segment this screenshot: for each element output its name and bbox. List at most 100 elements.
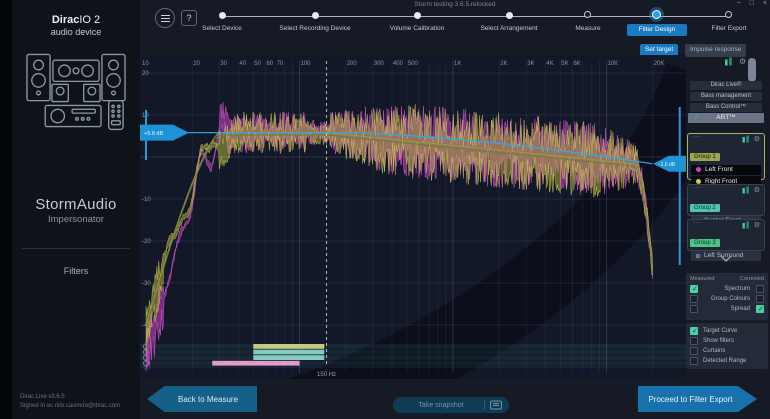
target-left-handle[interactable] xyxy=(140,124,189,141)
checkbox-curtains[interactable] xyxy=(690,347,698,355)
take-snapshot-button[interactable]: Take snapshot xyxy=(393,397,509,413)
app-logo: DiracIO 2 audio device xyxy=(12,14,140,37)
product-bass-control-button[interactable]: Bass Control™ xyxy=(690,103,762,112)
checkbox-spread-corrected[interactable] xyxy=(756,305,764,313)
range-bar[interactable] xyxy=(212,360,300,366)
step-dot xyxy=(724,11,732,18)
checkbox-target-curve[interactable] xyxy=(690,327,698,335)
checkbox-spread-measured[interactable] xyxy=(690,305,698,313)
close-button[interactable]: × xyxy=(762,0,767,7)
checkbox-group-colours-corrected[interactable] xyxy=(756,295,764,303)
legend-row-group-colours: Group Colours xyxy=(686,294,768,304)
option-show-filters: Show filters xyxy=(686,336,768,346)
group-menu-icon[interactable]: ... xyxy=(693,218,702,225)
product-art-button[interactable]: ✓ ART™ xyxy=(688,113,764,123)
svg-text:200: 200 xyxy=(347,61,358,67)
measured-header: Measured xyxy=(690,276,715,282)
expand-groups-chevron-icon[interactable] xyxy=(714,254,738,264)
levels-icon[interactable] xyxy=(742,186,750,194)
checkbox-group-colours-measured[interactable] xyxy=(690,295,698,303)
proceed-to-filter-export-button[interactable]: Proceed to Filter Export xyxy=(638,386,757,412)
svg-text:400: 400 xyxy=(393,61,404,67)
svg-text:500: 500 xyxy=(408,61,419,67)
group-card-2[interactable]: ... ⚙ Group 2 Center Front xyxy=(687,183,765,226)
maximize-button[interactable]: □ xyxy=(749,0,754,7)
svg-text:10: 10 xyxy=(142,61,149,67)
gear-icon[interactable]: ⚙ xyxy=(753,186,760,194)
levels-icon[interactable] xyxy=(724,57,733,66)
sidebar-filters-link[interactable]: Filters xyxy=(63,266,89,276)
svg-text:10K: 10K xyxy=(608,61,619,67)
logo-brand: Dirac xyxy=(51,14,80,26)
minimize-button[interactable]: − xyxy=(736,0,741,7)
hamburger-menu-button[interactable] xyxy=(155,8,175,28)
check-icon: ✓ xyxy=(694,114,700,121)
snapshot-history-icon[interactable] xyxy=(490,400,502,410)
channel-color-dot xyxy=(696,167,701,172)
channel-panel: ⚙ Dirac Live® Bass management Bass Contr… xyxy=(686,55,770,379)
channel-left-surround[interactable]: Left Surround xyxy=(691,250,761,261)
svg-text:5K: 5K xyxy=(561,61,568,67)
sidebar: DiracIO 2 audio device StormAudio Impers… xyxy=(12,0,140,419)
svg-text:100: 100 xyxy=(301,61,312,67)
channel-left-front[interactable]: Left Front xyxy=(691,164,761,175)
svg-text:-20: -20 xyxy=(142,239,151,245)
svg-text:-10: -10 xyxy=(142,197,151,203)
button-divider xyxy=(484,400,485,410)
frequency-response-plot[interactable]: 10 20 30 40 50 60 70 100 200 300 400 500 1K 2K 3K 4K 5K 6… xyxy=(140,55,686,379)
step-dot xyxy=(583,11,591,18)
svg-text:30: 30 xyxy=(220,61,227,67)
gear-icon[interactable]: ⚙ xyxy=(753,221,760,229)
levels-icon[interactable] xyxy=(742,135,750,143)
logo-suffix: IO 2 xyxy=(79,14,101,26)
hamburger-icon xyxy=(160,14,170,22)
app-version: Dirac Live v3.6.5 xyxy=(20,394,65,400)
back-to-measure-button[interactable]: Back to Measure xyxy=(147,386,257,412)
group-menu-icon[interactable]: ... xyxy=(693,132,702,139)
product-bass-management-button[interactable]: Bass management xyxy=(690,92,762,101)
svg-text:1K: 1K xyxy=(454,61,461,67)
product-dirac-live-button[interactable]: Dirac Live® xyxy=(690,81,762,90)
target-right-handle[interactable] xyxy=(653,155,686,172)
step-dot xyxy=(413,12,421,19)
tab-set-target[interactable]: Set target xyxy=(640,44,679,57)
tab-impulse-response[interactable]: Impulse response xyxy=(685,44,747,57)
help-button[interactable]: ? xyxy=(181,10,197,26)
legend-row-spread: Spread xyxy=(686,304,768,314)
stepper-track xyxy=(222,16,729,17)
svg-text:-30: -30 xyxy=(142,281,151,287)
main-area: Storm testing 3.6.5.relocked − □ × ? Sel… xyxy=(140,0,770,419)
group-card-1[interactable]: ... ⚙ Group 1 Left Front Right Front xyxy=(687,132,765,186)
svg-text:70: 70 xyxy=(277,61,284,67)
checkbox-detected-range[interactable] xyxy=(690,357,698,365)
range-bar[interactable] xyxy=(253,349,325,355)
title-bar: Storm testing 3.6.5.relocked − □ × xyxy=(140,0,770,9)
checkbox-show-filters[interactable] xyxy=(690,337,698,345)
checkbox-spectrum-corrected[interactable] xyxy=(756,285,764,293)
step-dot xyxy=(218,12,226,19)
channel-right-front[interactable]: Right Front xyxy=(691,176,761,186)
group-menu-icon[interactable]: ... xyxy=(693,183,702,190)
step-dot-active xyxy=(652,10,661,19)
range-bar[interactable] xyxy=(253,344,325,349)
group-card-3[interactable]: ... ⚙ Group 3 Left Surround xyxy=(687,218,765,261)
svg-text:-50: -50 xyxy=(142,365,151,371)
signed-in-user: Signed in as nilo.casimiro@dirac.com xyxy=(20,403,121,409)
gear-icon[interactable]: ⚙ xyxy=(739,56,747,66)
step-dot xyxy=(311,12,319,19)
range-bar[interactable] xyxy=(253,355,325,360)
levels-icon[interactable] xyxy=(742,221,750,229)
channel-hollow-dot xyxy=(696,253,700,258)
sidebar-divider xyxy=(22,248,130,249)
panel-scrollbar[interactable] xyxy=(748,58,756,82)
cursor-frequency-label: 150 Hz xyxy=(317,372,336,378)
speaker-system-illustration xyxy=(26,53,126,131)
svg-text:20: 20 xyxy=(142,71,149,77)
gear-icon[interactable]: ⚙ xyxy=(753,135,760,143)
target-curve-line[interactable] xyxy=(148,131,653,165)
options-box: Target Curve Show filters Curtains Detec… xyxy=(686,323,768,369)
group-badge: Group 1 xyxy=(690,153,720,161)
checkbox-spectrum-measured[interactable] xyxy=(690,285,698,293)
option-target-curve: Target Curve xyxy=(686,326,768,336)
